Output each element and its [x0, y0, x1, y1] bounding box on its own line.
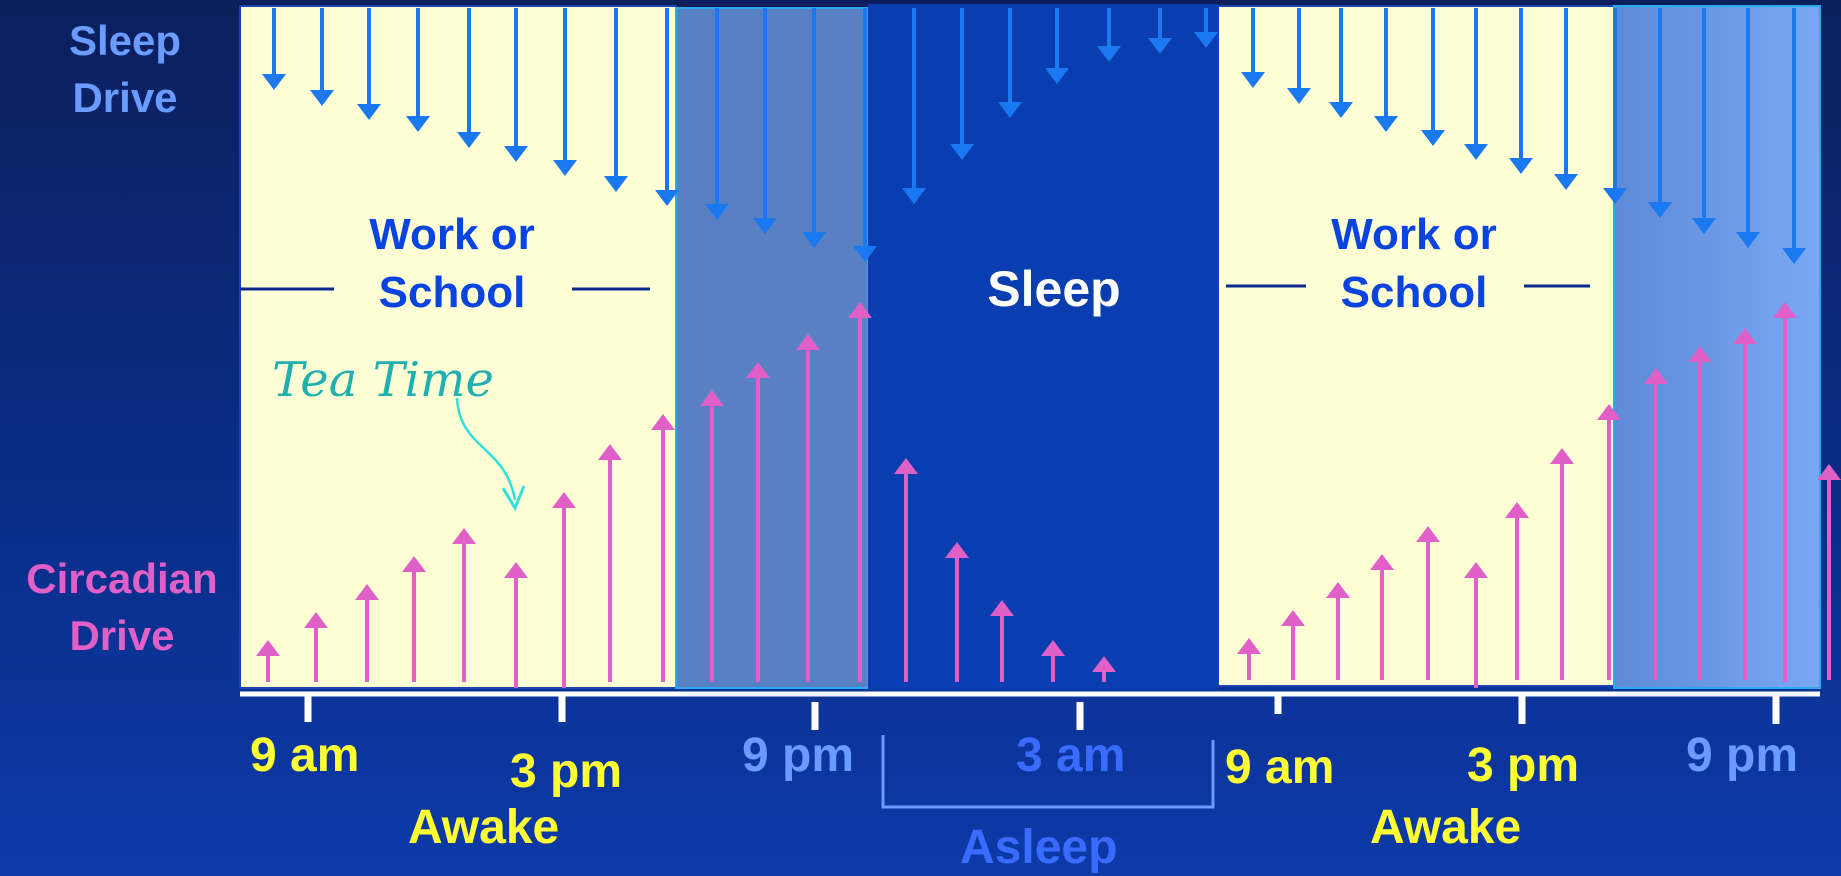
arrow-up-head [1597, 404, 1621, 420]
time-label-3am: 3 am [1016, 729, 1126, 782]
arrow-up-head [256, 640, 280, 656]
work-or-school-line: Work or [369, 210, 535, 259]
arrow-down-head [1374, 116, 1398, 132]
arrow-up-head [1817, 464, 1841, 480]
awake-label-2: Awake [1370, 801, 1522, 854]
arrow-down-head [1736, 232, 1760, 248]
arrow-up-head [1644, 368, 1668, 384]
arrow-up-head [402, 556, 426, 572]
arrow-up-head [1550, 448, 1574, 464]
arrow-down-head [1421, 130, 1445, 146]
arrow-down-head [950, 144, 974, 160]
arrow-up-head [452, 528, 476, 544]
arrow-down-head [604, 176, 628, 192]
circadian-drive-label: Circadian Drive [26, 555, 218, 659]
arrow-down-head [1045, 68, 1069, 84]
work-or-school-line: School [1340, 268, 1488, 317]
arrow-down-head [1287, 88, 1311, 104]
arrow-up-head [1281, 610, 1305, 626]
arrow-down-head [1241, 72, 1265, 88]
arrow-down-head [504, 146, 528, 162]
sleep-drive-arrows [262, 8, 1806, 264]
arrow-up-head [598, 444, 622, 460]
arrow-down-head [357, 104, 381, 120]
time-ticks [304, 696, 1780, 730]
evening-panel-2 [1613, 5, 1821, 689]
arrow-down-head [262, 74, 286, 90]
arrow-up-head [304, 612, 328, 628]
arrow-up-head [1416, 526, 1440, 542]
arrow-up-head [1237, 638, 1261, 654]
arrow-down-head [753, 218, 777, 234]
arrow-down-head [1782, 248, 1806, 264]
arrow-up-head [848, 302, 872, 318]
awake-panel-2 [1217, 5, 1615, 687]
arrow-up-head [651, 414, 675, 430]
arrow-down-head [310, 90, 334, 106]
arrow-up-head [746, 362, 770, 378]
arrow-down-head [705, 204, 729, 220]
arrow-down-head [802, 232, 826, 248]
arrow-up-head [552, 492, 576, 508]
arrow-up-head [1733, 328, 1757, 344]
work-or-school-line: Work or [1331, 210, 1497, 259]
arrow-up-head [894, 458, 918, 474]
time-label-9am: 9 am [250, 729, 360, 782]
asleep-label: Asleep [960, 821, 1118, 874]
arrow-up-head [1370, 554, 1394, 570]
arrow-up-head [355, 584, 379, 600]
arrow-up-head [796, 334, 820, 350]
arrow-down-head [406, 116, 430, 132]
asleep-bracket [881, 735, 1215, 809]
arrow-down-head [1648, 202, 1672, 218]
arrow-up-head [1464, 562, 1488, 578]
work-or-school-label-1: Work or School [300, 206, 604, 322]
arrow-down-head [902, 188, 926, 204]
time-label-9pm-2: 9 pm [1686, 729, 1799, 782]
arrow-down-head [1464, 144, 1488, 160]
arrow-up-head [700, 390, 724, 406]
arrow-up-head [1092, 656, 1116, 672]
evening-panel-1 [675, 7, 869, 689]
arrow-up-head [1773, 302, 1797, 318]
arrow-down-head [457, 132, 481, 148]
arrow-up-head [990, 600, 1014, 616]
circadian-drive-arrows [256, 302, 1841, 688]
sleep-label: Sleep [987, 261, 1121, 317]
arrow-down-head [1554, 174, 1578, 190]
awake-label-1: Awake [408, 801, 560, 854]
work-or-school-label-2: Work or School [1262, 206, 1566, 322]
arrow-down-head [1603, 188, 1627, 204]
curved-arrow-head [501, 485, 526, 512]
arrow-down-head [1509, 158, 1533, 174]
work-or-school-line: School [378, 268, 526, 317]
arrow-down-head [655, 190, 679, 206]
sleep-panel [868, 4, 1218, 690]
arrow-up-head [504, 562, 528, 578]
arrow-down-head [553, 160, 577, 176]
arrow-up-head [1505, 502, 1529, 518]
time-label-9am-2: 9 am [1225, 741, 1335, 794]
arrow-down-head [853, 246, 877, 262]
time-label-3pm: 3 pm [510, 745, 623, 798]
awake-panel-1 [239, 5, 677, 689]
arrow-down-head [1329, 102, 1353, 118]
arrow-down-head [1194, 32, 1218, 48]
arrow-down-head [1097, 46, 1121, 62]
arrow-up-head [945, 542, 969, 558]
arrow-down-head [1692, 218, 1716, 234]
time-label-3pm-2: 3 pm [1467, 739, 1580, 792]
tea-time-label: Tea Time [272, 352, 494, 408]
curved-arrow-icon [455, 397, 517, 501]
sleep-drive-label: Sleep Drive [68, 17, 182, 121]
time-label-9pm: 9 pm [742, 729, 855, 782]
arrow-down-head [1148, 38, 1172, 54]
arrow-up-head [1688, 346, 1712, 362]
arrow-up-head [1041, 640, 1065, 656]
arrow-down-head [998, 102, 1022, 118]
arrow-up-head [1326, 582, 1350, 598]
